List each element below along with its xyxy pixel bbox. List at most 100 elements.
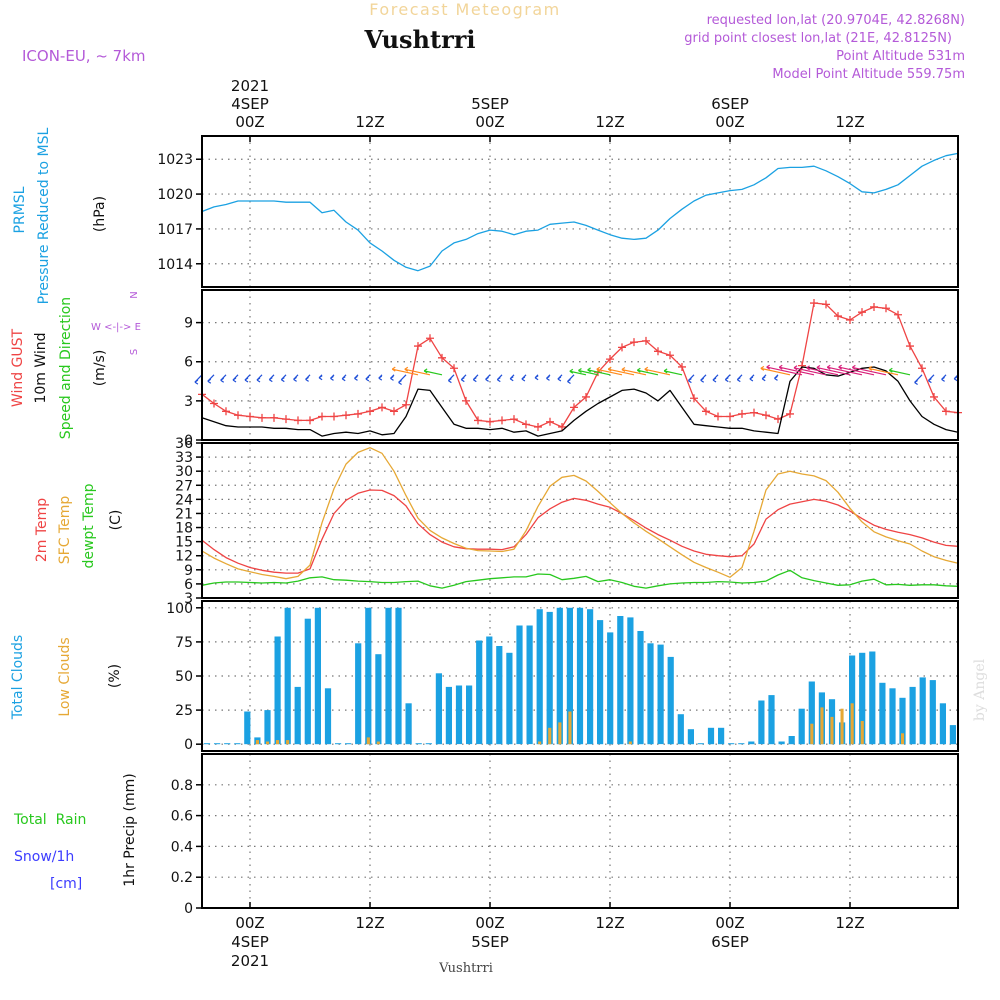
total-cloud-bar (294, 686, 301, 745)
wind-arrow-head (534, 375, 539, 381)
wind-arrow (868, 367, 899, 376)
cloud-unit-label: (%) (107, 664, 123, 688)
total-cloud-bar (496, 646, 503, 745)
total-cloud-bar (486, 636, 493, 745)
wind-arrow-head (793, 365, 798, 371)
wind-arrow-head (941, 376, 945, 382)
data-layer (194, 152, 962, 745)
total-cloud-bar (849, 655, 856, 745)
point-altitude: Point Altitude 531m (836, 49, 965, 64)
total-cloud-bar (455, 685, 463, 745)
total-cloud-bar (728, 743, 735, 745)
gust-marker (882, 304, 890, 313)
y-tick-label: 3 (184, 591, 193, 607)
low-cloud-bar (286, 740, 290, 745)
gust-marker (354, 409, 362, 418)
panel-frame (201, 753, 959, 909)
low-cloud-bar (568, 711, 572, 745)
temp-unit-label: (C) (108, 510, 124, 531)
wind-arrow-head (268, 377, 273, 383)
y-tick-label: 3 (184, 394, 193, 410)
gust-marker (666, 351, 674, 360)
model-point-altitude: Model Point Altitude 559.75m (772, 67, 965, 82)
wind-arrow-head (293, 376, 297, 382)
total-cloud-bar (274, 636, 281, 745)
total-cloud-bar (768, 695, 775, 745)
2m-temp-line (201, 489, 959, 574)
total-cloud-bar (667, 656, 674, 745)
location-title: Vushtrri (364, 25, 476, 54)
gust-marker (414, 342, 422, 351)
gust-marker (390, 407, 398, 416)
pressure-line (201, 152, 959, 272)
gust-marker (918, 364, 926, 373)
cloud-panel-labels: Total Clouds Low Clouds (%) (10, 635, 123, 720)
wind-arrow-head (761, 376, 766, 382)
gust-marker (534, 422, 542, 431)
total-cloud-bar (889, 688, 896, 745)
compass-n-label: N (129, 291, 140, 298)
total-cloud-bar (415, 743, 422, 745)
wind-arrow-head (914, 379, 918, 385)
gust-marker (570, 403, 578, 412)
wind-arrow-head (557, 376, 562, 382)
total-cloud-bar (445, 686, 452, 745)
wind-arrow-head (460, 377, 465, 383)
total-cloud-bar (798, 708, 805, 745)
total-cloud-bar (284, 607, 291, 745)
precip-panel-labels: Total Rain Snow/1h [cm] 1hr Precip (mm) (13, 773, 138, 892)
prmsl-desc-label: Pressure Reduced to MSL (36, 127, 52, 304)
wind-arrow-head (607, 366, 612, 372)
wind-arrow (793, 367, 827, 376)
bottom-time-label: 5SEP (471, 933, 509, 951)
wind-arrow-head (774, 375, 778, 381)
y-tick-label: 0 (184, 737, 193, 753)
dewpt-label: dewpt Temp (81, 483, 97, 568)
wind-arrow-head (567, 379, 571, 385)
y-tick-label: 6 (184, 577, 193, 593)
total-cloud-bar (304, 618, 311, 745)
prmsl-unit-label: (hPa) (92, 196, 108, 232)
low-cloud-bar (548, 727, 552, 745)
wind-arrow (392, 368, 419, 376)
wind-arrow-head (305, 376, 309, 382)
total-cloud-bar (335, 743, 342, 745)
wind-arrow (621, 368, 647, 376)
total-cloud-bar (466, 685, 473, 745)
low-cloud-bar (860, 721, 864, 745)
total-cloud-bar (214, 743, 221, 745)
wind-arrow (760, 367, 791, 376)
footer-location: Vushtrri (438, 961, 493, 976)
gust-marker (558, 422, 566, 431)
total-cloud-bar (909, 686, 916, 745)
y-tick-label: 1017 (157, 222, 193, 238)
total-cloud-bar (647, 643, 654, 745)
panel-frame (201, 135, 959, 288)
total-cloud-bar (556, 607, 563, 745)
total-cloud-bar (919, 677, 926, 745)
wind-arrow-head (244, 377, 249, 383)
wind-arrow-head (712, 377, 717, 383)
wind-arrow-head (232, 377, 237, 383)
total-cloud-bar (808, 681, 815, 745)
y-tick-label: 6 (184, 355, 193, 371)
total-cloud-bar (587, 609, 594, 745)
wind-arrow (578, 369, 599, 376)
low-clouds-label: Low Clouds (57, 637, 73, 716)
gust-marker (798, 361, 806, 370)
y-tick-label: 18 (175, 521, 193, 537)
wind-arrow-head (736, 377, 741, 383)
wind-arrow (608, 368, 635, 376)
wind-arrow (637, 369, 659, 376)
y-tick-label: 0.4 (171, 839, 193, 855)
wind-arrow-head (596, 366, 601, 372)
gust-marker (858, 308, 866, 317)
wind10-line (201, 366, 959, 437)
total-cloud-bar (778, 741, 785, 745)
gust-marker (690, 394, 698, 403)
y-tick-label: 27 (175, 478, 193, 494)
low-cloud-bar (810, 723, 814, 745)
wind-arrow-head (398, 379, 402, 385)
low-cloud-bar (820, 707, 824, 745)
total-cloud-bar (617, 616, 624, 745)
